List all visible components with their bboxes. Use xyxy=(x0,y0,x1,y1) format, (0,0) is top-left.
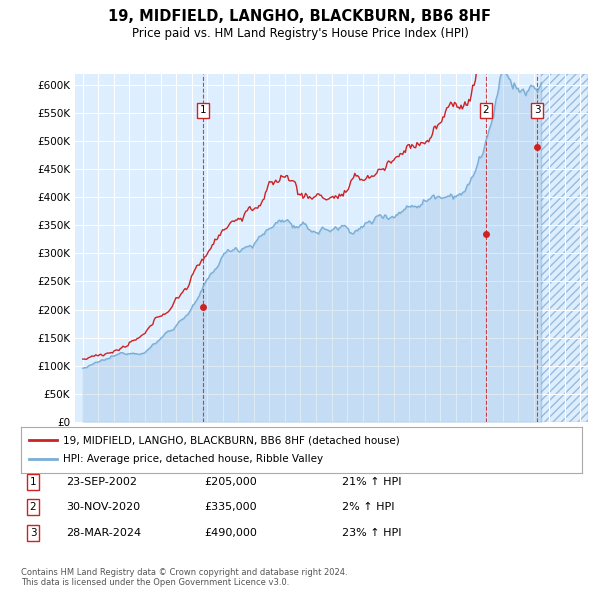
Bar xyxy=(541,74,588,422)
Text: Contains HM Land Registry data © Crown copyright and database right 2024.
This d: Contains HM Land Registry data © Crown c… xyxy=(21,568,347,587)
Text: 28-MAR-2024: 28-MAR-2024 xyxy=(66,528,141,537)
Text: 2: 2 xyxy=(482,105,489,115)
Text: 2% ↑ HPI: 2% ↑ HPI xyxy=(342,503,395,512)
Text: 21% ↑ HPI: 21% ↑ HPI xyxy=(342,477,401,487)
Text: Price paid vs. HM Land Registry's House Price Index (HPI): Price paid vs. HM Land Registry's House … xyxy=(131,27,469,40)
Text: 2: 2 xyxy=(29,503,37,512)
Text: 23-SEP-2002: 23-SEP-2002 xyxy=(66,477,137,487)
Text: 30-NOV-2020: 30-NOV-2020 xyxy=(66,503,140,512)
Text: 1: 1 xyxy=(200,105,206,115)
Text: £335,000: £335,000 xyxy=(204,503,257,512)
Text: 1: 1 xyxy=(29,477,37,487)
Bar xyxy=(541,74,588,422)
Text: HPI: Average price, detached house, Ribble Valley: HPI: Average price, detached house, Ribb… xyxy=(63,454,323,464)
Text: £490,000: £490,000 xyxy=(204,528,257,537)
Text: £205,000: £205,000 xyxy=(204,477,257,487)
Text: 23% ↑ HPI: 23% ↑ HPI xyxy=(342,528,401,537)
Text: 19, MIDFIELD, LANGHO, BLACKBURN, BB6 8HF: 19, MIDFIELD, LANGHO, BLACKBURN, BB6 8HF xyxy=(109,9,491,24)
Text: 3: 3 xyxy=(534,105,541,115)
Text: 3: 3 xyxy=(29,528,37,537)
Text: 19, MIDFIELD, LANGHO, BLACKBURN, BB6 8HF (detached house): 19, MIDFIELD, LANGHO, BLACKBURN, BB6 8HF… xyxy=(63,435,400,445)
